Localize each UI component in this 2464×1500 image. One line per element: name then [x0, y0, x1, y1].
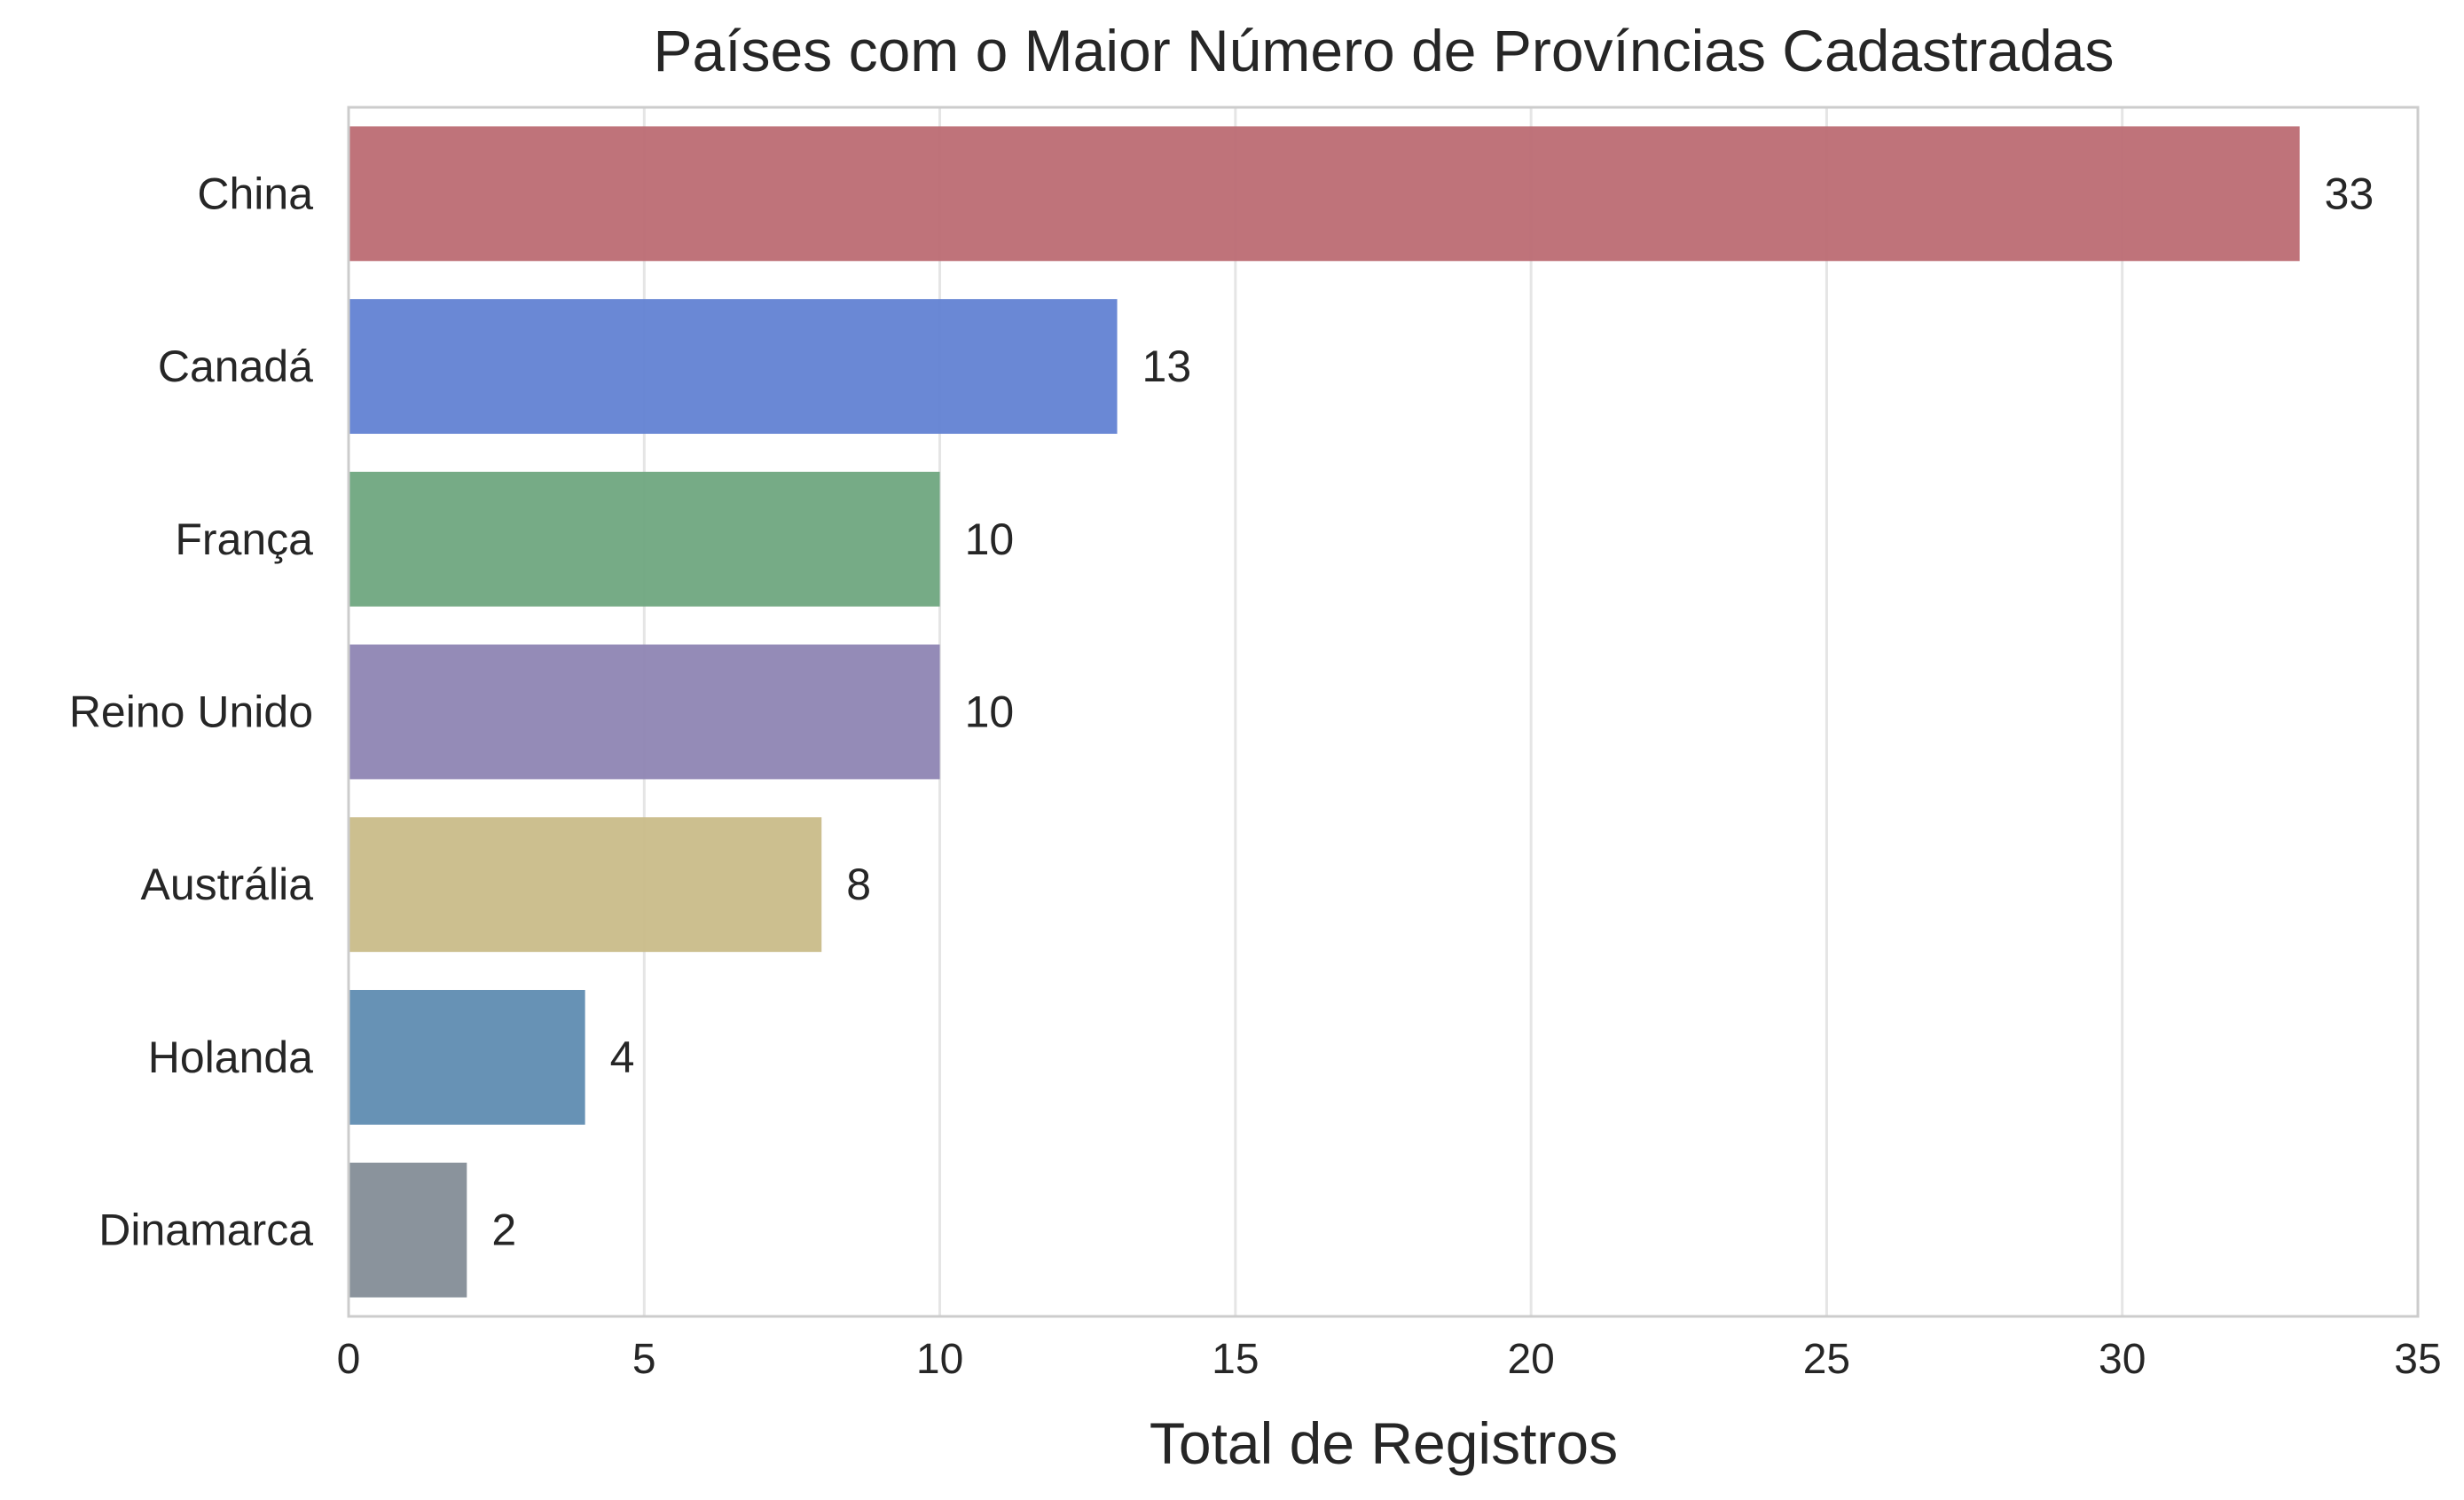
x-tick-label: 25 — [1803, 1336, 1850, 1383]
x-tick-label: 20 — [1507, 1336, 1554, 1383]
bar — [349, 817, 822, 953]
value-labels: 33 13 10 10 8 4 2 — [491, 169, 2374, 1254]
value-label: 8 — [846, 860, 871, 909]
bar — [349, 644, 940, 780]
value-label: 13 — [1142, 342, 1192, 391]
y-tick-label: Austrália — [140, 860, 313, 909]
bar — [349, 1162, 467, 1298]
x-tick-label: 35 — [2394, 1336, 2441, 1383]
x-axis-label: Total de Registros — [1150, 1410, 1618, 1476]
x-tick-label: 30 — [2099, 1336, 2146, 1383]
value-label: 4 — [610, 1033, 635, 1082]
y-tick-label: Dinamarca — [98, 1205, 313, 1255]
bar — [349, 989, 585, 1125]
y-tick-labels: China Canadá França Reino Unido Austrália Hol… — [69, 169, 313, 1254]
x-tick-label: 0 — [337, 1336, 361, 1383]
bar — [349, 299, 1118, 435]
chart-title: Países com o Maior Número de Províncias … — [653, 18, 2114, 83]
value-label: 33 — [2325, 169, 2374, 218]
bar — [349, 471, 940, 607]
bars — [349, 126, 2300, 1298]
y-tick-label: Reino Unido — [69, 687, 313, 737]
plot-frame — [347, 106, 2420, 1318]
x-tick-label: 10 — [916, 1336, 963, 1383]
x-tick-labels: 0 5 10 15 20 25 30 35 — [337, 1336, 2442, 1383]
value-label: 10 — [965, 514, 1015, 564]
x-tick-label: 15 — [1212, 1336, 1259, 1383]
y-tick-label: Holanda — [148, 1033, 313, 1082]
y-tick-label: China — [197, 169, 313, 218]
y-tick-label: França — [175, 514, 313, 564]
y-tick-label: Canadá — [158, 342, 313, 391]
bar — [349, 126, 2300, 262]
value-label: 10 — [965, 687, 1015, 737]
x-tick-label: 5 — [632, 1336, 656, 1383]
value-label: 2 — [491, 1205, 516, 1255]
